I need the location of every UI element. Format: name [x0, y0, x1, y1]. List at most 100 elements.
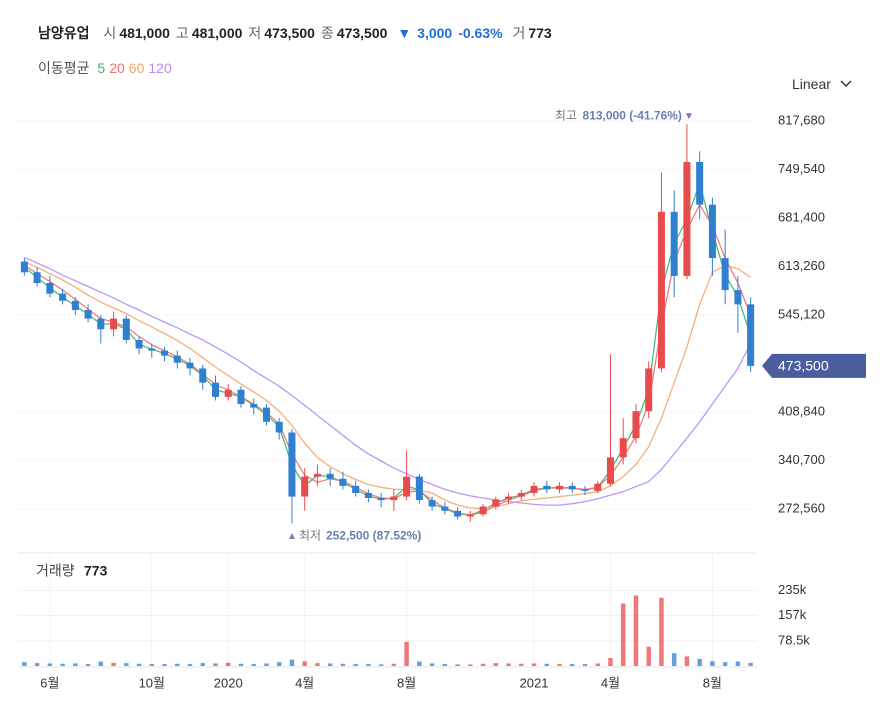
candle-body [20, 261, 28, 273]
candle-body [479, 506, 487, 515]
candle-body [288, 432, 296, 497]
volume-quote-value: 773 [528, 25, 552, 41]
volume-bar [315, 663, 320, 666]
volume-bar [710, 661, 715, 666]
candle-body [326, 473, 334, 479]
x-tick-label: 2020 [214, 675, 243, 690]
quote-label: 시 [103, 25, 117, 41]
candle-body [403, 476, 411, 497]
volume-bar [493, 663, 499, 666]
volume-current: 773 [84, 563, 108, 579]
candle-body [581, 489, 589, 491]
volume-bar [47, 663, 53, 666]
candle-body [71, 300, 79, 311]
candle-body [173, 355, 181, 363]
candle-body [747, 304, 755, 366]
candle-body [377, 497, 385, 501]
candle-body [135, 339, 143, 349]
min-marker: ▲ [287, 531, 297, 542]
volume-tick-label: 235k [778, 582, 807, 597]
volume-bar [544, 663, 549, 666]
candle-body [556, 485, 564, 490]
volume-tick-label: 157k [778, 607, 807, 622]
volume-bar [327, 663, 333, 666]
volume-bar [302, 661, 307, 666]
volume-bar [480, 663, 486, 666]
volume-bar [366, 664, 371, 666]
candle-body [84, 310, 92, 319]
candle-body [97, 318, 105, 330]
candle-body [670, 211, 678, 276]
volume-bar [226, 662, 231, 666]
ma-legend-item: 120 [148, 60, 172, 76]
quote-value: 481,000 [191, 25, 243, 41]
candle-body [466, 514, 474, 517]
volume-bar [633, 595, 639, 666]
candle-body [33, 272, 41, 283]
candle-body [505, 496, 513, 500]
volume-quote-label: 거 [512, 25, 526, 41]
candle-body [364, 493, 372, 498]
ma-legend-item: 60 [128, 60, 145, 76]
volume-bar [111, 662, 116, 666]
y-tick-label: 408,840 [778, 403, 825, 418]
candle-body [632, 411, 640, 439]
volume-bar [136, 663, 142, 666]
candle-body [122, 318, 130, 340]
y-tick-label: 272,560 [778, 500, 825, 515]
candle-body [543, 485, 551, 490]
volume-bar [595, 663, 600, 666]
scale-label[interactable]: Linear [792, 76, 831, 92]
candle-body [657, 211, 665, 369]
candle-body [352, 485, 360, 494]
y-tick-label: 681,400 [778, 209, 825, 224]
volume-tick-label: 78.5k [778, 632, 810, 647]
candle-body [492, 499, 500, 507]
candle-body [390, 496, 398, 501]
y-tick-label: 817,680 [778, 112, 825, 127]
x-tick-label: 8월 [397, 675, 416, 690]
y-tick-label: 749,540 [778, 161, 825, 176]
x-tick-label: 6월 [40, 675, 59, 690]
volume-bar [124, 663, 129, 666]
min-label: 최저 [299, 528, 321, 542]
candle-body [262, 407, 270, 422]
volume-bar [519, 663, 524, 666]
candle-body [721, 258, 729, 291]
volume-bar [200, 663, 205, 666]
change-percent: -0.63% [458, 25, 503, 41]
current-price-tag [762, 353, 866, 378]
candle-body [619, 438, 627, 458]
volume-bar [175, 663, 180, 666]
candle-body [250, 404, 258, 408]
x-tick-label: 8월 [703, 675, 722, 690]
ma-line [24, 261, 751, 510]
candle-body [683, 161, 691, 276]
candle-body [186, 362, 194, 369]
volume-bar [570, 664, 575, 666]
scale-dropdown[interactable]: Linear [792, 76, 853, 92]
min-value: 252,500 (87.52%) [326, 528, 421, 542]
candle-body [606, 457, 614, 484]
candle-body [199, 368, 207, 383]
ma-line [24, 256, 752, 506]
volume-label: 거래량 [36, 563, 75, 579]
quote-value: 481,000 [119, 25, 170, 41]
candle-body [645, 368, 653, 412]
ma-legend: 이동평균 5 20 60 120 [38, 58, 176, 78]
ma-legend-item: 5 [97, 60, 106, 76]
volume-bar [340, 663, 346, 666]
ma-line [24, 203, 752, 516]
volume-bar [659, 597, 664, 666]
candle-body [161, 350, 169, 356]
quote-value: 473,500 [264, 25, 315, 41]
candle-body [530, 485, 538, 494]
quote-value: 473,500 [336, 25, 388, 41]
volume-bar [162, 664, 167, 666]
volume-bar [455, 664, 460, 666]
volume-bar [608, 657, 613, 666]
volume-bar [671, 653, 677, 666]
volume-bar [684, 656, 690, 666]
quote-label: 저 [248, 25, 262, 41]
